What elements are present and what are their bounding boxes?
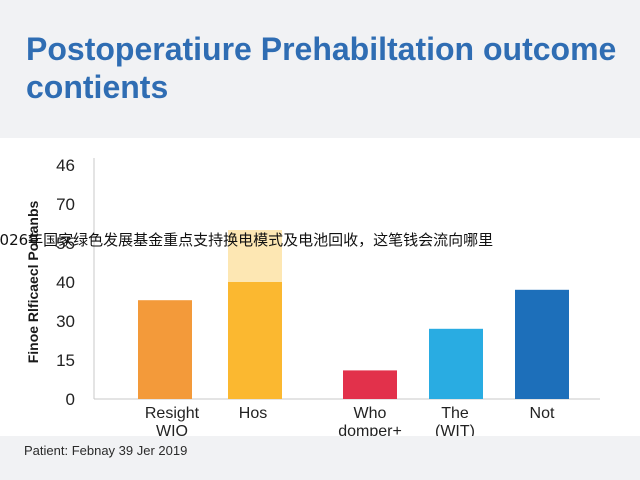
bar bbox=[515, 289, 569, 399]
patient-footnote: Patient: Febnay 39 Jer 2019 bbox=[24, 443, 188, 458]
x-axis-categories: Resight WIO Hos Who domper+ The (WIT) Not bbox=[145, 405, 555, 440]
bar bbox=[228, 282, 282, 399]
footer-band bbox=[0, 436, 640, 480]
y-tick-label: 0 bbox=[66, 390, 75, 409]
bars bbox=[138, 230, 569, 399]
overlay-caption: 2026年国家绿色发展基金重点支持换电模式及电池回收，这笔钱会流向哪里 bbox=[0, 231, 494, 249]
bar bbox=[429, 328, 483, 399]
y-tick-label: 70 bbox=[56, 195, 75, 214]
x-category-label: Hos bbox=[239, 405, 267, 422]
x-category-label: Not bbox=[530, 405, 555, 422]
x-category-label: The (WIT) bbox=[435, 405, 475, 440]
y-axis-ticks: 0 15 30 40 55 70 46 bbox=[56, 156, 75, 409]
title-band bbox=[0, 0, 640, 138]
y-tick-label: 55 bbox=[56, 234, 75, 253]
chart-title: Postoperatiure Prehabiltation outcome co… bbox=[26, 31, 617, 105]
bar bbox=[138, 300, 192, 399]
x-category-label: Who domper+ bbox=[338, 405, 402, 440]
y-tick-label: 15 bbox=[56, 351, 75, 370]
y-tick-label: 40 bbox=[56, 273, 75, 292]
y-tick-label: 30 bbox=[56, 312, 75, 331]
y-axis-label: Finoe Rlficaecl Pottanbs bbox=[25, 200, 41, 363]
y-tick-label: 46 bbox=[56, 156, 75, 175]
x-category-label: Resight WIO bbox=[145, 405, 200, 440]
bar bbox=[343, 370, 397, 399]
